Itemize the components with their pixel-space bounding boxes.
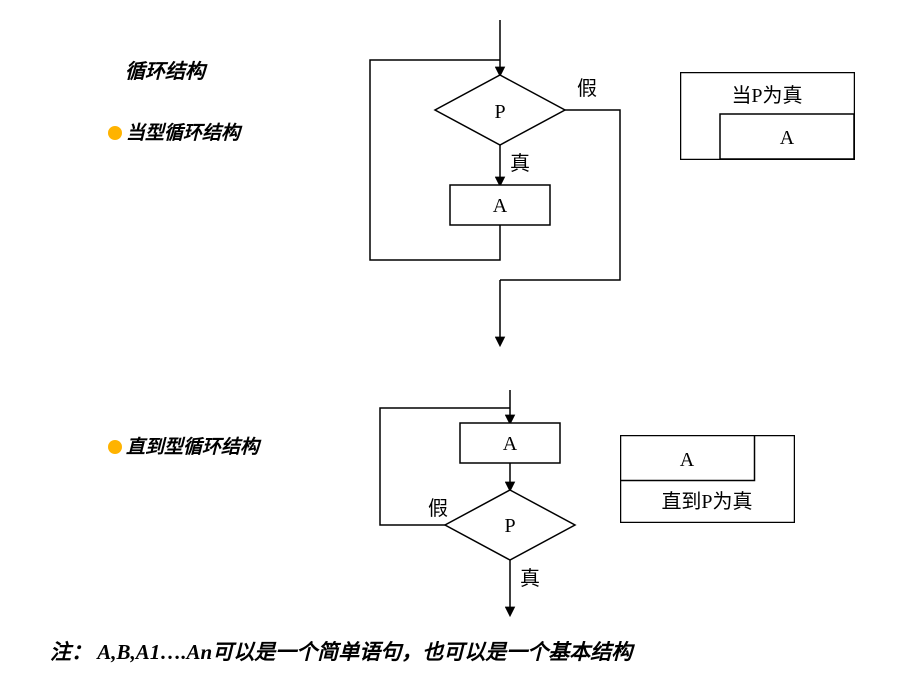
bullet-while-label: 当型循环结构 (126, 123, 240, 144)
process-label: A (493, 195, 508, 217)
false-label: 假 (577, 77, 597, 100)
until-decision-label: P (504, 515, 515, 537)
while-loop-flowchart: P 假 真 A (355, 20, 635, 355)
footnote: 注： A,B,A1….An可以是一个简单语句，也可以是一个基本结构 (50, 636, 632, 666)
ns-while-condition: 当P为真 (731, 84, 802, 107)
bullet-icon (108, 126, 122, 140)
until-process-label: A (503, 433, 518, 455)
ns-until-body: A (680, 449, 695, 471)
true-label: 真 (510, 152, 530, 175)
bullet-icon (108, 440, 122, 454)
decision-label: P (494, 101, 505, 123)
ns-while-body: A (780, 127, 795, 149)
ns-while-diagram: 当P为真 A (680, 72, 855, 160)
page-title: 循环结构 (125, 55, 205, 84)
bullet-until-loop: 直到型循环结构 (108, 432, 259, 459)
until-true-label: 真 (520, 567, 540, 590)
ns-until-condition: 直到P为真 (661, 490, 752, 513)
until-loop-flowchart: A P 假 真 (350, 390, 610, 625)
ns-until-diagram: A 直到P为真 (620, 435, 795, 523)
bullet-while-loop: 当型循环结构 (108, 118, 240, 145)
until-false-label: 假 (428, 497, 448, 520)
bullet-until-label: 直到型循环结构 (126, 437, 259, 458)
